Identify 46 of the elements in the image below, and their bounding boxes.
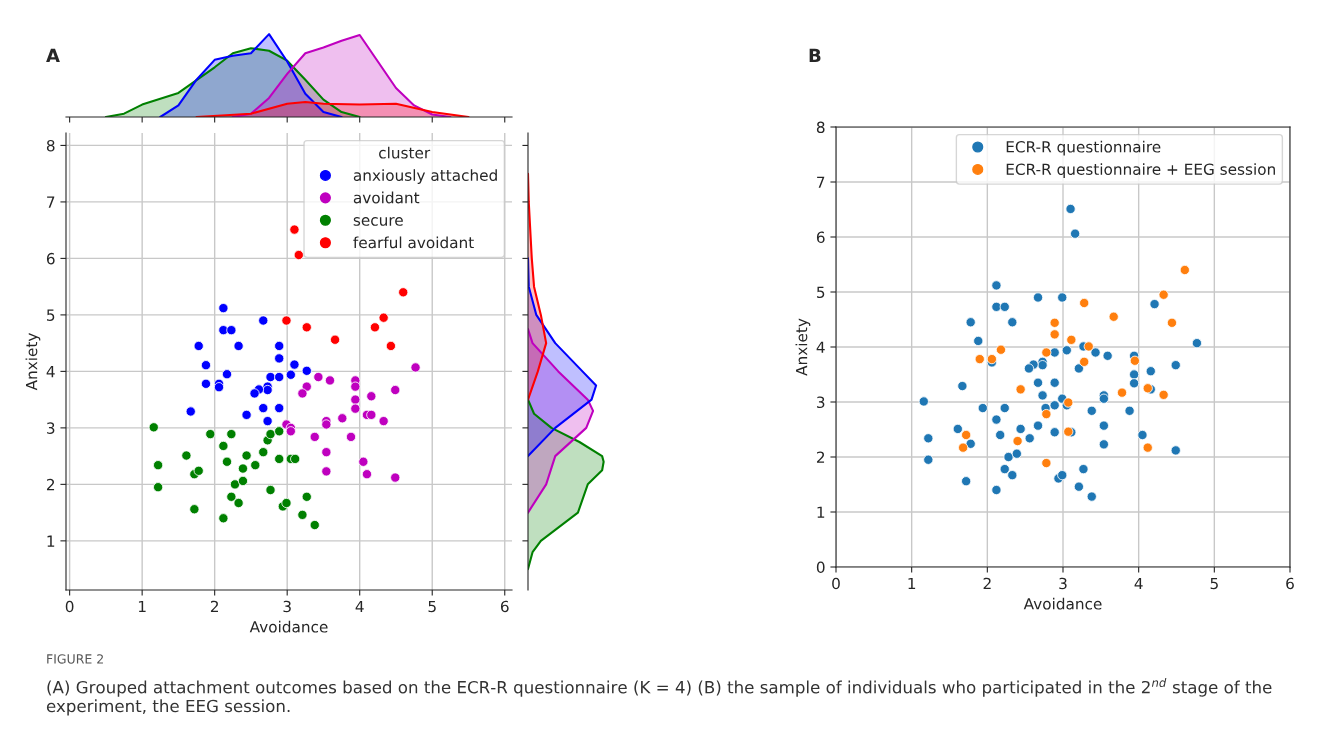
y-tick-label: 3 (47, 422, 55, 434)
legend-label: secure (353, 217, 403, 226)
y-tick-label: 1 (817, 506, 825, 518)
legend-label: anxiously attached (353, 169, 497, 184)
x-tick-label: 2 (983, 577, 991, 590)
x-tick-label: 4 (1134, 577, 1143, 590)
y-tick-label: 4 (816, 341, 825, 353)
legend-label: avoidant (353, 191, 420, 204)
y-tick-label: 6 (46, 252, 55, 265)
text: A (46, 48, 60, 62)
y-axis-title: Anxiety (25, 333, 41, 391)
chart-title: B (809, 48, 821, 62)
y-tick-label: 8 (46, 139, 55, 152)
legend-title: cluster (379, 146, 431, 159)
y-tick-label: 8 (816, 121, 825, 134)
text: (A) Grouped attachment outcomes based on the ECR-R questionnaire (K = 4) (B) the sample of individuals who participated in the 2$^{nd}$ stage of the experiment, the EEG session. (46, 678, 1272, 716)
caption: FIGURE 2 (47, 654, 103, 664)
y-tick-label: 1 (47, 535, 55, 547)
x-tick-label: 2 (210, 600, 218, 613)
x-tick-label: 6 (1286, 577, 1294, 590)
x-tick-label: 3 (283, 600, 291, 613)
legend-label: fearful avoidant (353, 236, 474, 249)
x-tick-label: 5 (428, 600, 436, 613)
y-tick-label: 0 (816, 561, 825, 574)
y-tick-label: 3 (817, 396, 825, 409)
x-axis-title: Avoidance (1023, 597, 1102, 610)
y-tick-label: 2 (46, 478, 55, 491)
x-tick-label: 0 (65, 600, 74, 613)
x-tick-label: 0 (832, 577, 840, 590)
x-tick-label: 3 (1059, 577, 1067, 590)
y-tick-label: 2 (816, 451, 825, 463)
x-tick-label: 4 (355, 600, 364, 613)
y-tick-label: 7 (817, 176, 825, 188)
x-tick-label: 1 (138, 600, 146, 613)
y-tick-label: 7 (47, 196, 55, 208)
y-tick-label: 4 (46, 366, 55, 378)
x-tick-label: 6 (500, 600, 509, 613)
y-tick-label: 6 (816, 231, 825, 244)
legend-label: ECR-R questionnaire (1006, 140, 1161, 156)
y-tick-label: 5 (47, 309, 55, 321)
y-axis-title: Anxiety (795, 318, 811, 376)
x-tick-label: 1 (908, 577, 916, 590)
x-axis-title: Avoidance (249, 620, 328, 633)
y-tick-label: 5 (817, 286, 825, 299)
x-tick-label: 5 (1210, 577, 1218, 590)
legend-label: ECR-R questionnaire + EEG session (1006, 163, 1275, 178)
